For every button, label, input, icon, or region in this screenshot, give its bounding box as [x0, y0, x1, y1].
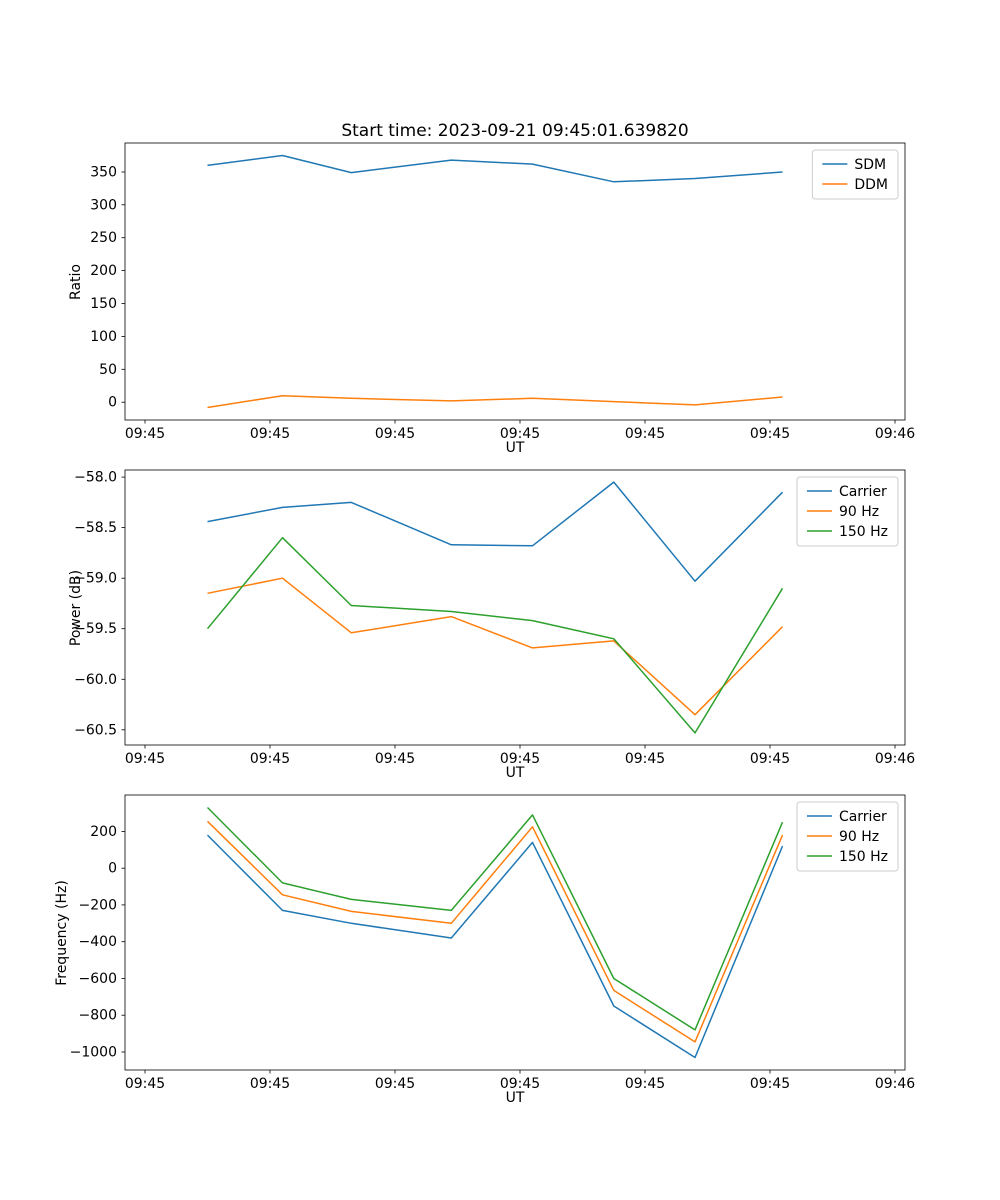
y-tick-label: 50 [99, 362, 117, 378]
y-tick-label: 200 [90, 824, 117, 840]
legend: Carrier 90 Hz 150 Hz [796, 801, 899, 872]
x-tick-label: 09:45 [500, 751, 540, 767]
legend-frame [811, 149, 899, 200]
x-tick-label: 09:46 [875, 426, 915, 442]
legend-label-ddm: DDM [854, 177, 888, 193]
x-tick-label: 09:45 [750, 751, 790, 767]
legend: SDM DDM [811, 149, 899, 200]
y-tick-label: −400 [79, 934, 117, 950]
x-tick-label: 09:45 [125, 1076, 165, 1092]
axes-frame [124, 794, 906, 1071]
legend-label-150-hz: 150 Hz [839, 524, 888, 540]
x-tick-label: 09:45 [625, 1076, 665, 1092]
subplot-ratio: 09:45 09:45 09:45 09:45 09:45 09:45 09:46 0 50 10… [90, 142, 915, 442]
y-tick-label: −1000 [70, 1045, 117, 1061]
y-tick-label: 300 [90, 197, 117, 213]
x-tick-label: 09:45 [375, 426, 415, 442]
axes-frame [124, 142, 906, 421]
x-tick-label: 09:45 [375, 1076, 415, 1092]
y-tick-label: 150 [90, 296, 117, 312]
x-tick-label: 09:45 [500, 1076, 540, 1092]
x-tick-label: 09:46 [875, 1076, 915, 1092]
y-tick-label: −60.5 [74, 722, 117, 738]
legend-label-sdm: SDM [854, 157, 886, 173]
legend-label-carrier: Carrier [839, 809, 887, 825]
x-tick-label: 09:45 [625, 751, 665, 767]
y-tick-label: 0 [108, 861, 117, 877]
y-tick-label: −200 [79, 897, 117, 913]
x-tick-label: 09:46 [875, 751, 915, 767]
y-axis-label-power: Power (dB) [68, 569, 84, 647]
series-line-90-hz [206, 820, 784, 1043]
x-tick-label: 09:45 [750, 1076, 790, 1092]
legend-label-90-hz: 90 Hz [839, 829, 879, 845]
series-line-carrier [207, 481, 784, 582]
x-axis-label-frequency: UT [505, 1090, 525, 1106]
x-tick-label: 09:45 [250, 1076, 290, 1092]
x-axis-label-power: UT [505, 765, 525, 781]
y-tick-label: 0 [108, 395, 117, 411]
series-line-150-hz [206, 806, 784, 1031]
y-tick-label: −59.5 [74, 621, 117, 637]
axes-frame [124, 469, 906, 746]
y-axis-label-ratio: Ratio [68, 264, 84, 300]
x-tick-label: 09:45 [375, 751, 415, 767]
legend-frame [796, 801, 899, 872]
x-tick-label: 09:45 [500, 426, 540, 442]
legend-label-150-hz: 150 Hz [839, 849, 888, 865]
x-tick-label: 09:45 [250, 751, 290, 767]
series-line-150-hz [206, 536, 784, 734]
legend-label-carrier: Carrier [839, 484, 887, 500]
subplot-frequency: 09:45 09:45 09:45 09:45 09:45 09:45 09:46 200 0 −… [70, 794, 915, 1092]
y-tick-label: 250 [90, 230, 117, 246]
legend-frame [796, 476, 899, 547]
series-line-90-hz [207, 577, 784, 716]
x-axis-label-ratio: UT [505, 440, 525, 456]
series-line-carrier [206, 834, 784, 1059]
series-line-sdm [207, 154, 783, 183]
legend: Carrier 90 Hz 150 Hz [796, 476, 899, 547]
x-tick-label: 09:45 [125, 751, 165, 767]
series-line-ddm [207, 394, 783, 409]
y-tick-label: −60.0 [74, 672, 117, 688]
y-tick-label: −800 [79, 1008, 117, 1024]
y-tick-label: −59.0 [74, 571, 117, 587]
legend-label-90-hz: 90 Hz [839, 504, 879, 520]
y-tick-label: 200 [90, 263, 117, 279]
y-tick-label: −58.5 [74, 520, 117, 536]
x-tick-label: 09:45 [625, 426, 665, 442]
chart-title: Start time: 2023-09-21 09:45:01.639820 [341, 121, 689, 141]
subplot-power: 09:45 09:45 09:45 09:45 09:45 09:45 09:46 −58.0… [74, 469, 915, 767]
y-tick-label: 350 [90, 165, 117, 181]
y-tick-label: 100 [90, 329, 117, 345]
x-tick-label: 09:45 [750, 426, 790, 442]
y-axis-label-frequency: Frequency (Hz) [54, 880, 70, 986]
y-tick-label: −58.0 [74, 470, 117, 486]
y-tick-label: −600 [79, 971, 117, 987]
x-tick-label: 09:45 [250, 426, 290, 442]
x-tick-label: 09:45 [125, 426, 165, 442]
